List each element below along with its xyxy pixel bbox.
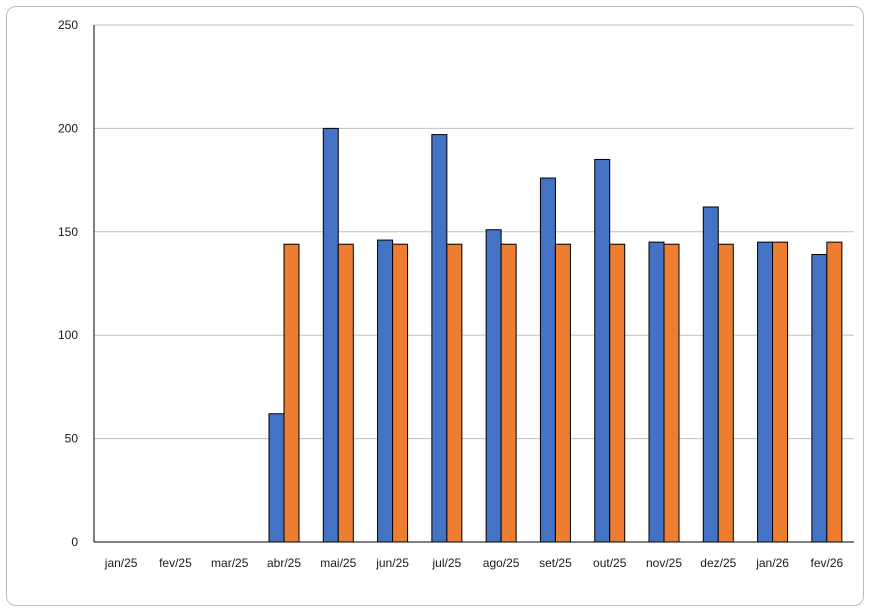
- axes: [93, 25, 854, 543]
- bar-series-1-jun-25: [377, 239, 394, 543]
- x-tick-label: out/25: [593, 556, 627, 570]
- bar-series-2-dez-25: [717, 243, 734, 543]
- x-tick-label: jun/25: [375, 556, 409, 570]
- bar-series-2-out-25: [609, 243, 626, 543]
- bar-series-2-nov-25: [663, 243, 680, 543]
- x-tick-label: dez/25: [700, 556, 736, 570]
- bar-series-1-out-25: [594, 158, 611, 543]
- gridlines: [94, 24, 854, 440]
- y-tick-label: 150: [58, 225, 78, 239]
- y-tick-label: 250: [58, 18, 78, 32]
- x-tick-label: jul/25: [432, 556, 462, 570]
- bar-series-1-mai-25: [322, 127, 339, 543]
- bar-series-1-dez-25: [702, 206, 719, 543]
- bar-series-2-mai-25: [337, 243, 354, 543]
- bar-series-1-jan-26: [757, 241, 774, 543]
- x-tick-label: mai/25: [320, 556, 356, 570]
- x-tick-label: jan/26: [755, 556, 789, 570]
- bar-series-2-set-25: [554, 243, 571, 543]
- bar-series-1-nov-25: [648, 241, 665, 543]
- bar-series-2-fev-26: [826, 241, 843, 543]
- bar-series-2-abr-25: [283, 243, 300, 543]
- x-tick-label: set/25: [539, 556, 572, 570]
- x-tick-label: jan/25: [104, 556, 138, 570]
- y-tick-label: 200: [58, 121, 78, 135]
- bar-series-2-jun-25: [392, 243, 409, 543]
- y-tick-label: 0: [71, 535, 78, 549]
- x-tick-label: fev/25: [159, 556, 192, 570]
- bar-series-2-ago-25: [500, 243, 517, 543]
- y-tick-label: 100: [58, 328, 78, 342]
- bar-series-2-jan-26: [772, 241, 789, 543]
- bar-series-2-jul-25: [446, 243, 463, 543]
- bar-series-1-set-25: [539, 177, 556, 543]
- bar-series-1-ago-25: [485, 229, 502, 543]
- bar-series-1-abr-25: [268, 413, 285, 543]
- bar-series-1-fev-26: [811, 254, 828, 543]
- x-tick-label: mar/25: [211, 556, 249, 570]
- x-tick-label: abr/25: [267, 556, 301, 570]
- y-tick-labels: 0 50 100 150 200 250: [58, 18, 78, 549]
- x-tick-label: fev/26: [811, 556, 844, 570]
- bars: [268, 127, 843, 543]
- x-tick-labels: jan/25 fev/25 mar/25 abr/25 mai/25 jun/25 jul/…: [104, 556, 844, 570]
- y-tick-label: 50: [65, 432, 79, 446]
- x-tick-label: nov/25: [646, 556, 682, 570]
- bar-series-1-jul-25: [431, 134, 448, 543]
- x-tick-label: ago/25: [483, 556, 520, 570]
